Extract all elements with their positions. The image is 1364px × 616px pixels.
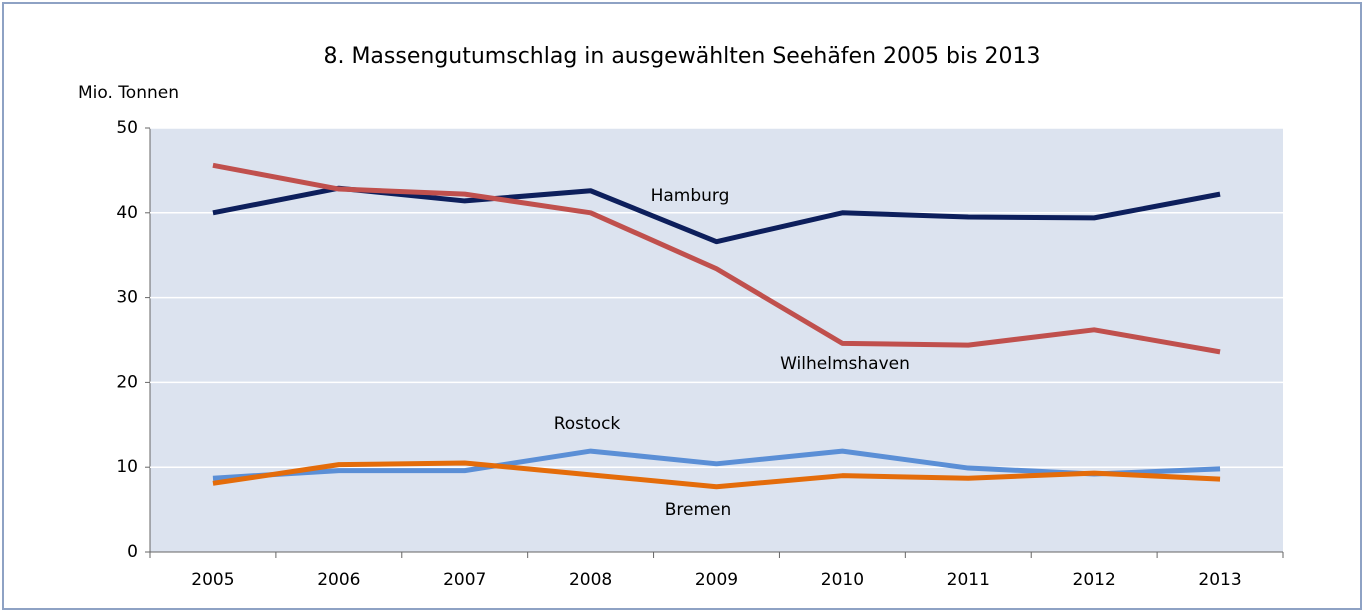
series-label: Rostock [554, 414, 621, 434]
x-tick-label: 2007 [443, 570, 486, 590]
series-label: Bremen [665, 500, 732, 520]
x-tick-label: 2013 [1198, 570, 1241, 590]
series-label: Hamburg [651, 186, 730, 206]
x-tick-label: 2008 [569, 570, 612, 590]
series-line [212, 162, 1221, 355]
y-tick-label: 50 [116, 118, 138, 138]
series-line [212, 448, 1221, 481]
plot-area [150, 128, 1283, 552]
y-tick-label: 0 [127, 542, 138, 562]
x-tick-label: 2010 [821, 570, 864, 590]
x-tick-label: 2005 [191, 570, 234, 590]
y-tick-label: 30 [116, 288, 138, 308]
series-line [212, 460, 1221, 490]
x-tick-label: 2006 [317, 570, 360, 590]
chart-title: 8. Massengutumschlag in ausgewählten See… [323, 44, 1040, 69]
y-tick-label: 20 [116, 372, 138, 392]
x-tick-label: 2012 [1073, 570, 1116, 590]
series-label: Wilhelmshaven [780, 354, 910, 374]
y-axis-label: Mio. Tonnen [78, 83, 179, 103]
y-tick-label: 10 [116, 457, 138, 477]
x-tick-label: 2009 [695, 570, 738, 590]
y-tick-label: 40 [116, 203, 138, 223]
x-tick-label: 2011 [947, 570, 990, 590]
